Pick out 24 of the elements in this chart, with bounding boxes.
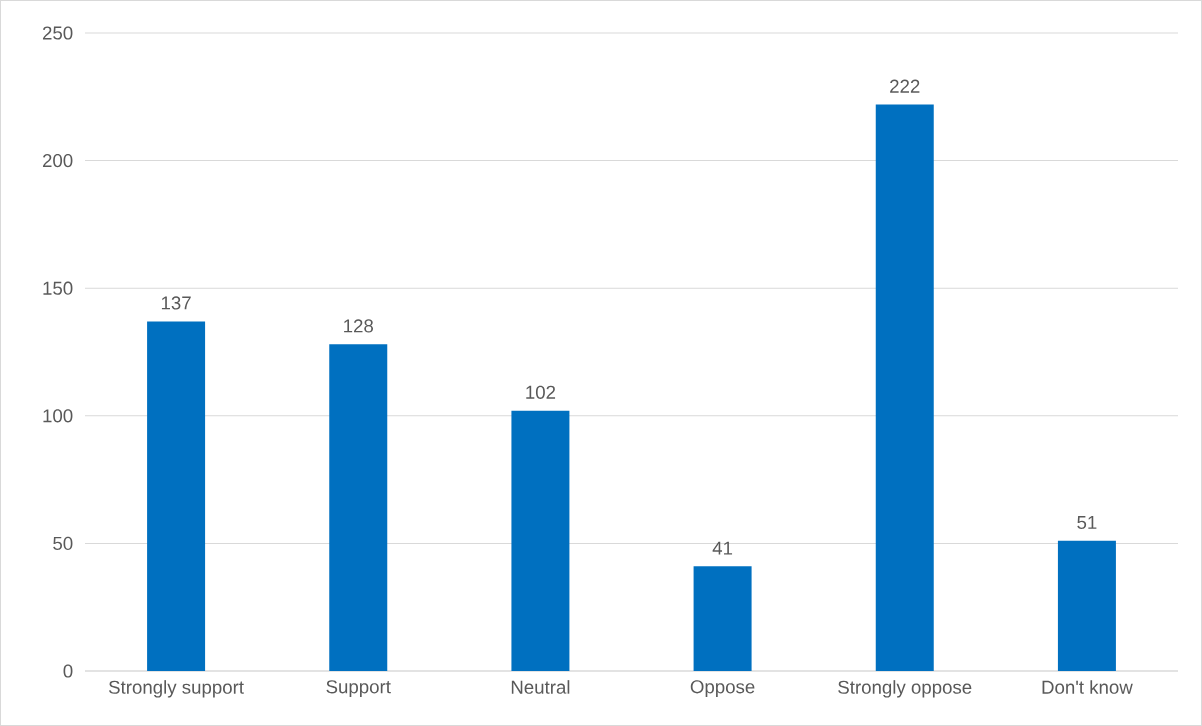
data-label: 137 bbox=[161, 296, 191, 310]
y-tick-label: 200 bbox=[42, 153, 73, 168]
bar bbox=[329, 344, 388, 671]
x-tick-label: Oppose bbox=[690, 680, 755, 698]
x-tick-label: Don't know bbox=[1042, 680, 1133, 694]
x-tick-label: Strongly support bbox=[108, 680, 244, 698]
y-tick-label: 150 bbox=[43, 281, 73, 295]
data-label: 41 bbox=[712, 541, 733, 555]
bar bbox=[1057, 540, 1116, 671]
x-tick-label: Neutral bbox=[511, 680, 570, 694]
bar bbox=[693, 566, 752, 671]
bar bbox=[147, 321, 206, 671]
bar bbox=[875, 104, 934, 671]
y-tick-label: 0 bbox=[63, 664, 73, 678]
y-tick-label: 100 bbox=[43, 409, 73, 423]
bar bbox=[511, 410, 570, 671]
x-tick-label: Strongly oppose bbox=[838, 680, 972, 698]
x-tick-label: Support bbox=[326, 680, 391, 698]
y-tick-label: 50 bbox=[53, 536, 73, 551]
data-label: 128 bbox=[344, 319, 374, 333]
y-tick-label: 250 bbox=[42, 26, 73, 40]
data-label: 102 bbox=[526, 385, 556, 399]
data-label: 51 bbox=[1077, 516, 1097, 530]
data-label: 222 bbox=[890, 79, 920, 93]
